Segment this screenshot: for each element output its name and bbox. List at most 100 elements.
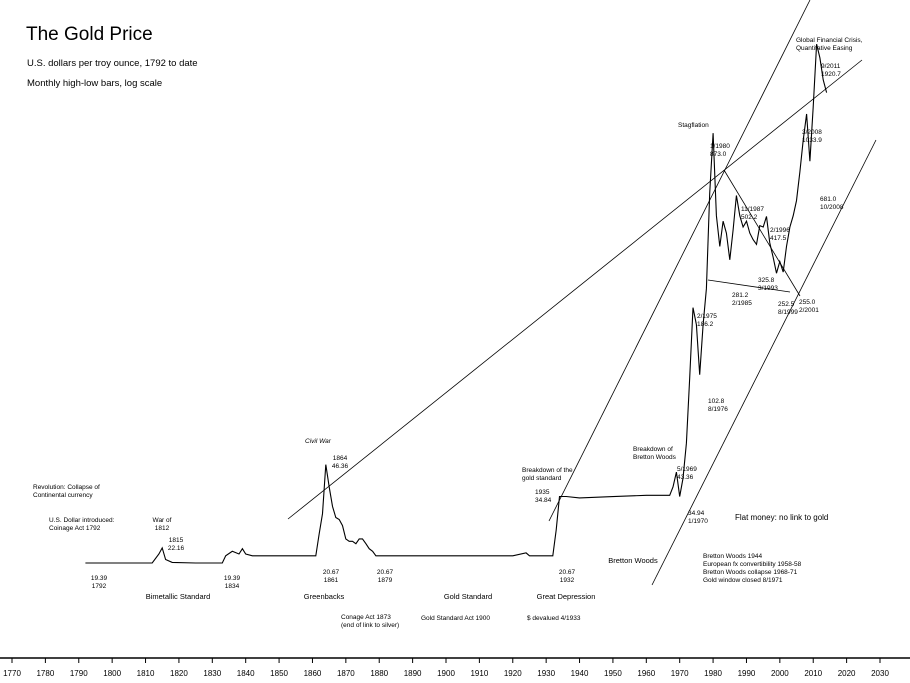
annotation: U.S. Dollar introduced:Coinage Act 1792: [49, 517, 115, 532]
era-label: Gold Standard: [444, 592, 492, 601]
svg-text:2/1975: 2/1975: [697, 313, 717, 320]
x-tick-label: 1800: [103, 669, 121, 678]
svg-text:46.36: 46.36: [332, 463, 349, 470]
trendline-1: [548, 0, 811, 522]
x-tick-label: 1980: [704, 669, 722, 678]
svg-text:Global Financial Crisis,: Global Financial Crisis,: [796, 37, 863, 44]
svg-text:255.0: 255.0: [799, 299, 816, 306]
svg-text:43.36: 43.36: [677, 474, 694, 481]
svg-text:1/1980: 1/1980: [710, 143, 730, 150]
x-tick-label: 1830: [203, 669, 221, 678]
svg-text:681.0: 681.0: [820, 196, 837, 203]
svg-text:Bretton Woods: Bretton Woods: [633, 454, 677, 461]
svg-text:1935: 1935: [535, 489, 550, 496]
svg-text:Coinage Act 1792: Coinage Act 1792: [49, 525, 101, 532]
annotation: 681.010/2008: [820, 196, 844, 211]
x-tick-label: 1860: [304, 669, 322, 678]
svg-text:10/2008: 10/2008: [820, 204, 844, 211]
x-tick-label: 1970: [671, 669, 689, 678]
svg-text:20.67: 20.67: [323, 569, 340, 576]
x-tick-label: 1930: [537, 669, 555, 678]
era-label: Bimetallic Standard: [146, 592, 211, 601]
x-tick-label: 1820: [170, 669, 188, 678]
svg-text:2/2001: 2/2001: [799, 307, 819, 314]
svg-text:34.94: 34.94: [688, 510, 705, 517]
x-tick-label: 1840: [237, 669, 255, 678]
x-tick-label: 1990: [738, 669, 756, 678]
svg-text:417.5: 417.5: [770, 235, 787, 242]
annotation: Stagflation: [678, 122, 709, 129]
annotation: Conage Act 1873(end of link to silver): [341, 614, 399, 629]
annotation: 102.88/1976: [708, 398, 728, 413]
svg-text:1834: 1834: [225, 583, 240, 590]
trendline-3: [723, 169, 801, 297]
x-tick-label: 1810: [137, 669, 155, 678]
svg-text:Stagflation: Stagflation: [678, 122, 709, 129]
bottom-note: $ devalued 4/1933: [527, 615, 581, 622]
svg-text:Conage Act 1873: Conage Act 1873: [341, 614, 391, 621]
svg-text:3/2008: 3/2008: [802, 129, 822, 136]
svg-text:War of: War of: [153, 517, 172, 524]
bretton-note: Gold window closed 8/1971: [703, 577, 783, 584]
x-tick-label: 1920: [504, 669, 522, 678]
svg-text:Breakdown of the: Breakdown of the: [522, 467, 573, 474]
svg-text:20.67: 20.67: [559, 569, 576, 576]
price-series: [85, 43, 828, 564]
x-tick-label: 2030: [871, 669, 889, 678]
annotation: 252.58/1999: [778, 301, 798, 316]
svg-text:20.67: 20.67: [377, 569, 394, 576]
x-tick-label: 1910: [470, 669, 488, 678]
x-tick-label: 1900: [437, 669, 455, 678]
svg-text:Quantitative Easing: Quantitative Easing: [796, 45, 853, 52]
x-axis: 1770 1780 1790 1800 1810 1820 1830 1840 1850 1860…: [0, 657, 910, 678]
bretton-note: Bretton Woods collapse 1968-71: [703, 569, 798, 576]
x-tick-label: 1960: [637, 669, 655, 678]
x-tick-label: 1780: [36, 669, 54, 678]
annotation: 255.02/2001: [799, 299, 819, 314]
annotation: Global Financial Crisis,Quantitative Eas…: [796, 37, 863, 52]
svg-text:1033.9: 1033.9: [802, 137, 822, 144]
svg-text:102.8: 102.8: [708, 398, 725, 405]
svg-text:1879: 1879: [378, 577, 393, 584]
x-tick-label: 2010: [804, 669, 822, 678]
x-tick-label: 1940: [571, 669, 589, 678]
annotation: 34.941/1970: [688, 510, 708, 525]
svg-text:Civil War: Civil War: [305, 438, 332, 445]
svg-text:U.S. Dollar introduced:: U.S. Dollar introduced:: [49, 517, 115, 524]
x-tick-label: 1880: [370, 669, 388, 678]
bottom-note: Gold Standard Act 1900: [421, 615, 490, 622]
svg-text:1815: 1815: [169, 537, 184, 544]
bretton-note: Bretton Woods 1944: [703, 553, 763, 560]
svg-text:8/1976: 8/1976: [708, 406, 728, 413]
svg-text:252.5: 252.5: [778, 301, 795, 308]
svg-text:Revolution: Collapse of: Revolution: Collapse of: [33, 484, 100, 491]
svg-text:(end of link to silver): (end of link to silver): [341, 622, 399, 629]
svg-text:34.84: 34.84: [535, 497, 552, 504]
svg-text:325.8: 325.8: [758, 277, 775, 284]
era-label: Great Depression: [537, 592, 596, 601]
bretton-note: European fx convertibility 1958-58: [703, 561, 802, 568]
svg-text:281.2: 281.2: [732, 292, 749, 299]
trendline-0: [287, 59, 863, 520]
x-tick-label: 1850: [270, 669, 288, 678]
svg-text:2/1996: 2/1996: [770, 227, 790, 234]
svg-text:502.2: 502.2: [741, 214, 758, 221]
era-label: Greenbacks: [304, 592, 345, 601]
x-tick-label: 2000: [771, 669, 789, 678]
svg-text:Breakdown of: Breakdown of: [633, 446, 673, 453]
svg-text:1/1970: 1/1970: [688, 518, 708, 525]
